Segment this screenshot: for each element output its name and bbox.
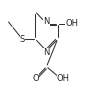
Text: N: N [43, 48, 50, 57]
Text: O: O [32, 74, 39, 83]
Text: N: N [43, 17, 50, 26]
Text: OH: OH [57, 74, 70, 83]
Text: S: S [20, 35, 25, 44]
Text: OH: OH [65, 19, 78, 28]
